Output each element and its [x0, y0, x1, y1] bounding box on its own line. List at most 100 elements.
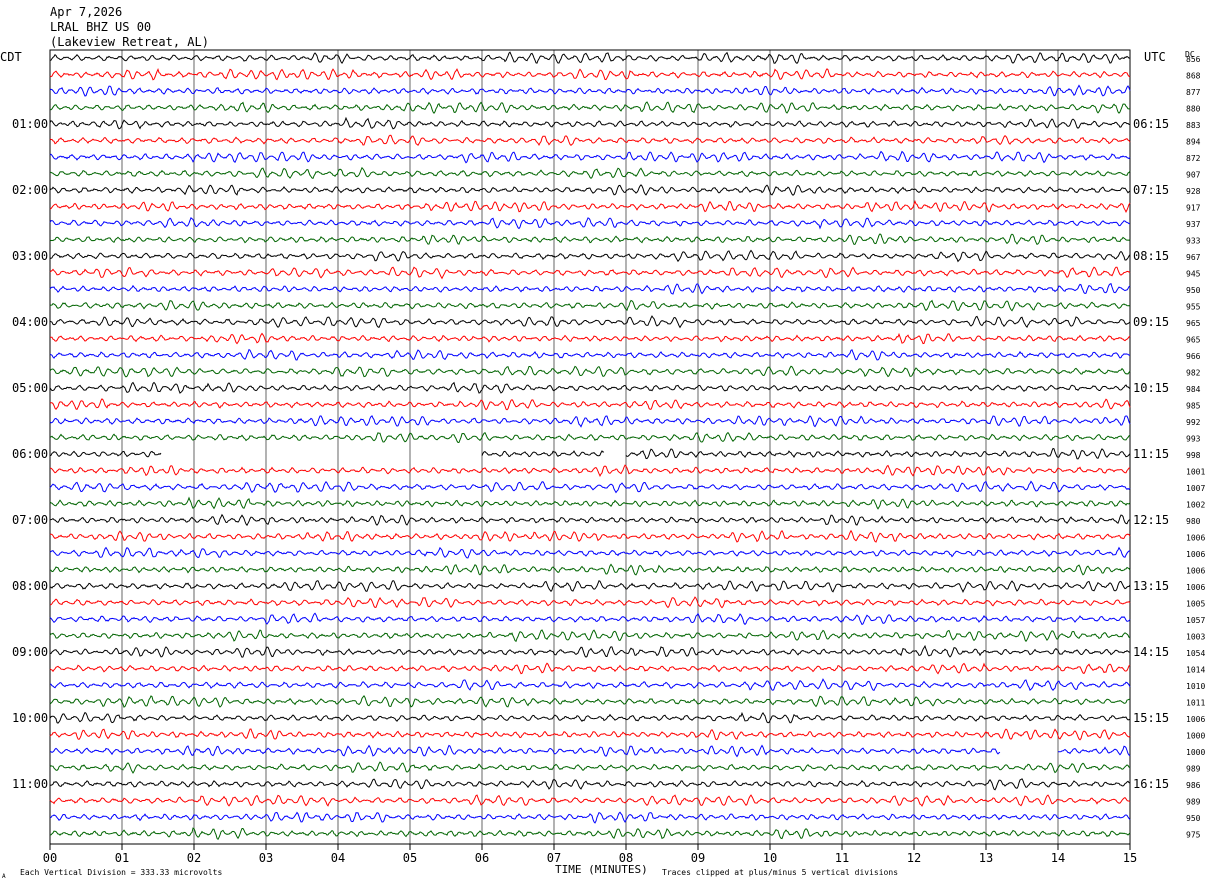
dc-offset-label: 1006 — [1186, 583, 1205, 592]
dc-offset-label: 880 — [1186, 105, 1201, 114]
seismic-trace — [49, 101, 1131, 115]
x-tick-label: 04 — [331, 851, 345, 865]
seismic-trace — [49, 332, 1131, 345]
seismic-trace — [49, 744, 1131, 758]
seismic-trace — [49, 678, 1131, 692]
dc-header-label: DC — [1185, 50, 1195, 59]
dc-offset-label: 989 — [1186, 765, 1201, 774]
local-hour-label: 09:00 — [12, 645, 48, 659]
dc-offset-label: 992 — [1186, 418, 1201, 427]
seismic-trace — [49, 695, 1131, 708]
scale-note: Each Vertical Division = 333.33 microvol… — [20, 868, 222, 877]
utc-hour-label: 06:15 — [1133, 117, 1169, 131]
seismic-trace — [49, 662, 1131, 675]
right-timezone-label: UTC — [1144, 50, 1166, 64]
seismic-trace — [49, 216, 1130, 230]
dc-offset-label: 877 — [1186, 88, 1201, 97]
seismic-trace — [49, 283, 1131, 295]
utc-hour-label: 07:15 — [1133, 183, 1169, 197]
seismic-trace — [49, 398, 1131, 411]
utc-hour-label: 16:15 — [1133, 777, 1169, 791]
x-tick-label: 13 — [979, 851, 993, 865]
seismic-trace — [49, 644, 1131, 658]
x-tick-label: 14 — [1051, 851, 1065, 865]
utc-hour-label: 14:15 — [1133, 645, 1169, 659]
left-timezone-label: CDT — [0, 50, 22, 64]
seismic-trace — [49, 728, 1131, 741]
local-hour-label: 06:00 — [12, 447, 48, 461]
dc-offset-label: 1001 — [1186, 468, 1205, 477]
seismic-trace — [49, 513, 1131, 527]
local-hour-label: 05:00 — [12, 381, 48, 395]
x-tick-label: 07 — [547, 851, 561, 865]
x-tick-label: 03 — [259, 851, 273, 865]
utc-hour-label: 15:15 — [1133, 711, 1169, 725]
x-tick-label: 05 — [403, 851, 417, 865]
dc-offset-label: 1010 — [1186, 682, 1205, 691]
local-hour-label: 02:00 — [12, 183, 48, 197]
utc-hour-label: 13:15 — [1133, 579, 1169, 593]
dc-offset-label: 986 — [1186, 781, 1201, 790]
utc-hour-label: 09:15 — [1133, 315, 1169, 329]
utc-hour-label: 08:15 — [1133, 249, 1169, 263]
x-tick-label: 00 — [43, 851, 57, 865]
utc-hour-label: 12:15 — [1133, 513, 1169, 527]
seismic-trace — [49, 51, 1131, 64]
local-hour-label: 01:00 — [12, 117, 48, 131]
dc-offset-label: 1011 — [1186, 699, 1205, 708]
seismic-trace — [49, 612, 1131, 626]
dc-offset-label: 950 — [1186, 814, 1201, 823]
seismic-trace — [49, 200, 1131, 214]
plot-frame — [49, 49, 1131, 845]
seismic-trace — [49, 546, 1131, 559]
seismic-trace — [50, 166, 1131, 180]
local-hour-label: 07:00 — [12, 513, 48, 527]
date-label: Apr 7,2026 — [50, 5, 122, 19]
x-tick-label: 06 — [475, 851, 489, 865]
dc-offset-label: 883 — [1186, 121, 1201, 130]
trace-group — [49, 51, 1131, 841]
dc-offset-label: 894 — [1186, 138, 1201, 147]
seismic-trace — [49, 348, 1131, 361]
seismic-trace — [49, 365, 1131, 378]
dc-offset-label: 966 — [1186, 352, 1201, 361]
x-tick-label: 12 — [907, 851, 921, 865]
dc-offset-label: 1000 — [1186, 732, 1205, 741]
dc-offset-label: 1007 — [1186, 484, 1205, 493]
local-hour-label: 10:00 — [12, 711, 48, 725]
utc-hour-label: 11:15 — [1133, 447, 1169, 461]
utc-hour-label: 10:15 — [1133, 381, 1169, 395]
seismic-trace — [49, 431, 1131, 444]
x-tick-label: 08 — [619, 851, 633, 865]
dc-offset-label: 1002 — [1186, 501, 1205, 510]
vertical-gridlines — [121, 50, 1059, 844]
dc-offset-label: 1000 — [1186, 748, 1205, 757]
dc-offset-label: 965 — [1186, 319, 1201, 328]
dc-offset-label: 985 — [1186, 402, 1201, 411]
dc-offset-label: 917 — [1186, 204, 1201, 213]
seismic-trace — [49, 299, 1131, 312]
seismic-trace — [49, 596, 1131, 609]
seismic-trace — [49, 266, 1131, 280]
x-tick-label: 10 — [763, 851, 777, 865]
dc-offset-label: 1006 — [1186, 550, 1205, 559]
dc-offset-label: 1005 — [1186, 600, 1205, 609]
corner-mark: A — [2, 873, 6, 880]
dc-offset-label: 1014 — [1186, 666, 1205, 675]
dc-offset-label: 1057 — [1186, 616, 1205, 625]
seismic-trace — [49, 761, 1131, 774]
seismic-trace — [49, 233, 1131, 245]
seismic-trace — [49, 496, 1131, 510]
dc-offset-label: 993 — [1186, 435, 1201, 444]
location-label: (Lakeview Retreat, AL) — [50, 35, 209, 49]
seismic-trace — [49, 150, 1131, 164]
seismic-trace — [49, 116, 1131, 130]
dc-offset-label: 945 — [1186, 270, 1201, 279]
seismic-trace — [49, 794, 1131, 807]
seismic-trace — [49, 315, 1131, 329]
dc-offset-label: 928 — [1186, 187, 1201, 196]
x-tick-label: 11 — [835, 851, 849, 865]
dc-offset-label: 955 — [1186, 303, 1201, 312]
seismic-trace — [49, 184, 1131, 196]
